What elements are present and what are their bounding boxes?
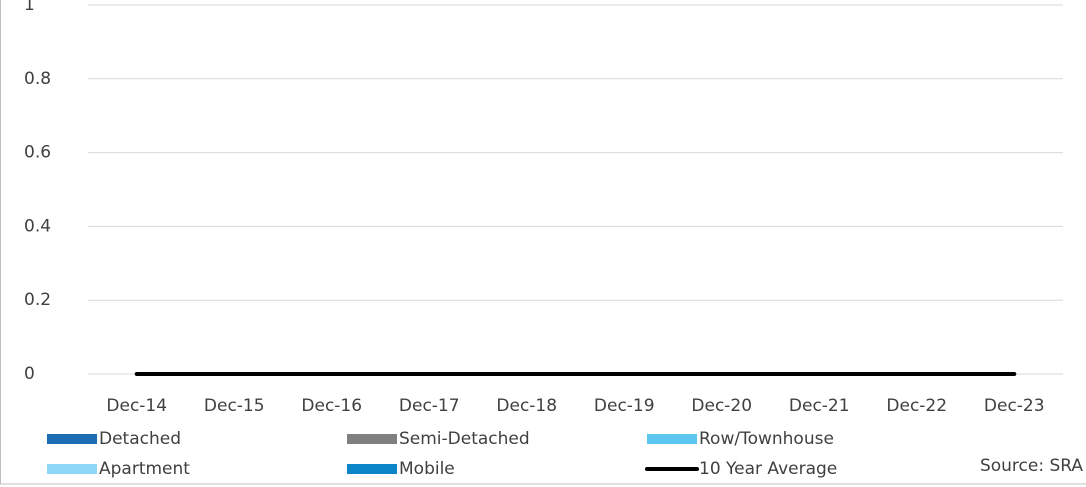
y-tick-label: 1 (24, 0, 35, 15)
x-tick-label: Dec-22 (886, 396, 947, 416)
x-tick-label: Dec-18 (496, 396, 557, 416)
x-tick-label: Dec-17 (399, 396, 460, 416)
x-tick-label: Dec-21 (789, 396, 850, 416)
legend-label: Mobile (399, 459, 455, 479)
x-tick-label: Dec-20 (691, 396, 752, 416)
legend-label: Row/Townhouse (699, 429, 834, 449)
x-tick-label: Dec-23 (984, 396, 1045, 416)
legend-swatch (347, 464, 397, 474)
x-tick-label: Dec-19 (594, 396, 655, 416)
legend-label: 10 Year Average (699, 459, 837, 479)
y-tick-label: 0.6 (24, 143, 51, 163)
x-tick-label: Dec-14 (106, 396, 167, 416)
y-tick-label: 0.8 (24, 69, 51, 89)
y-tick-label: 0 (24, 364, 35, 384)
legend-swatch (47, 464, 97, 474)
legend-swatch (347, 434, 397, 444)
legend-swatch (47, 434, 97, 444)
legend-label: Apartment (99, 459, 190, 479)
x-tick-label: Dec-16 (301, 396, 362, 416)
legend-label: Semi-Detached (399, 429, 530, 449)
y-tick-label: 0.2 (24, 290, 51, 310)
x-tick-label: Dec-15 (204, 396, 265, 416)
y-tick-label: 0.4 (24, 216, 51, 236)
source-note: Source: SRA (980, 456, 1083, 476)
legend-label: Detached (99, 429, 181, 449)
legend-swatch (647, 434, 697, 444)
